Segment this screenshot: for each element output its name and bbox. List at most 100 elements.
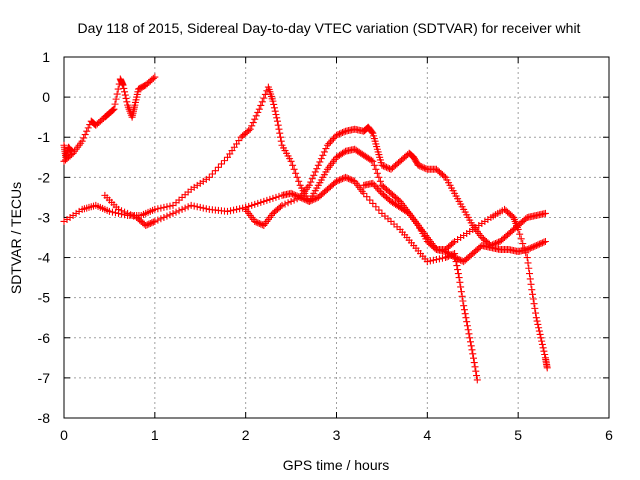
data-point xyxy=(275,125,283,133)
y-tick-label: 0 xyxy=(42,89,50,105)
data-point xyxy=(302,196,310,204)
data-point xyxy=(531,242,539,250)
data-point xyxy=(465,330,473,338)
data-point xyxy=(532,242,540,250)
data-point xyxy=(163,212,171,220)
data-point xyxy=(143,221,151,229)
data-point xyxy=(149,218,157,226)
data-point xyxy=(217,160,225,168)
data-point xyxy=(360,189,368,197)
data-point xyxy=(121,91,129,99)
data-point xyxy=(289,190,297,198)
data-point xyxy=(455,274,463,282)
data-point xyxy=(255,219,263,227)
y-tick-label: -7 xyxy=(38,370,51,386)
data-point xyxy=(227,207,235,215)
data-point xyxy=(375,186,383,194)
data-point xyxy=(526,244,534,252)
data-point xyxy=(190,202,198,210)
x-tick-label: 6 xyxy=(605,427,613,443)
data-point xyxy=(333,131,340,139)
data-point xyxy=(151,217,159,225)
data-point xyxy=(532,314,540,322)
data-point xyxy=(524,259,532,267)
data-point xyxy=(516,230,524,238)
data-point xyxy=(172,208,180,216)
data-point xyxy=(163,203,171,211)
data-point xyxy=(290,196,298,204)
data-point xyxy=(258,98,266,106)
data-point xyxy=(175,207,183,215)
data-point xyxy=(248,122,256,130)
series-track-3 xyxy=(60,141,75,161)
data-point xyxy=(157,204,165,212)
data-point xyxy=(370,181,378,189)
series-track-1 xyxy=(60,73,159,165)
data-point xyxy=(422,165,430,173)
data-point xyxy=(529,243,537,251)
data-point xyxy=(121,88,129,96)
data-point xyxy=(458,292,466,300)
data-point xyxy=(245,127,253,135)
data-point xyxy=(373,169,381,177)
data-point xyxy=(151,73,159,81)
data-point xyxy=(273,117,281,125)
data-point xyxy=(314,161,322,169)
data-point xyxy=(211,167,219,175)
data-point xyxy=(464,326,472,334)
data-point xyxy=(378,161,386,169)
data-point xyxy=(154,205,162,213)
data-point xyxy=(329,135,337,143)
data-point xyxy=(395,196,403,204)
data-point xyxy=(254,199,262,207)
data-point xyxy=(220,157,228,165)
data-point xyxy=(112,95,120,103)
data-point xyxy=(326,138,334,146)
series-track-4 xyxy=(101,145,551,372)
data-point xyxy=(273,114,281,122)
data-point xyxy=(469,350,477,358)
x-tick-label: 4 xyxy=(423,427,431,443)
data-point xyxy=(538,239,546,247)
data-point xyxy=(305,181,313,189)
data-point xyxy=(257,101,265,109)
data-point xyxy=(251,115,259,123)
y-axis-label: SDTVAR / TECUs xyxy=(8,182,24,294)
data-point xyxy=(269,97,277,105)
data-point xyxy=(537,334,545,342)
data-point xyxy=(472,367,480,375)
data-point xyxy=(525,245,533,253)
data-point xyxy=(184,203,192,211)
data-point xyxy=(535,324,543,332)
data-point xyxy=(470,354,478,362)
data-point xyxy=(230,206,238,214)
data-point xyxy=(452,254,460,262)
data-point xyxy=(348,176,356,184)
data-point xyxy=(523,254,531,262)
data-point xyxy=(339,129,347,137)
data-point xyxy=(457,283,465,291)
data-point xyxy=(263,196,271,204)
data-point xyxy=(375,173,383,181)
x-tick-label: 3 xyxy=(333,427,341,443)
data-point xyxy=(272,193,280,201)
data-point xyxy=(130,212,138,220)
data-point xyxy=(313,165,321,173)
data-point xyxy=(281,200,289,208)
data-point xyxy=(533,317,541,325)
data-point xyxy=(310,195,318,203)
data-point xyxy=(527,280,535,288)
data-point xyxy=(278,201,286,209)
data-point xyxy=(526,275,534,283)
axis-ticks xyxy=(63,56,610,419)
data-point xyxy=(187,201,195,209)
data-point xyxy=(460,306,468,314)
data-point xyxy=(290,165,298,173)
data-point xyxy=(252,218,260,226)
data-point xyxy=(336,176,344,184)
data-point xyxy=(252,112,260,120)
data-point xyxy=(151,205,159,213)
data-point xyxy=(257,198,265,206)
data-point xyxy=(307,178,315,186)
data-point xyxy=(336,130,344,138)
